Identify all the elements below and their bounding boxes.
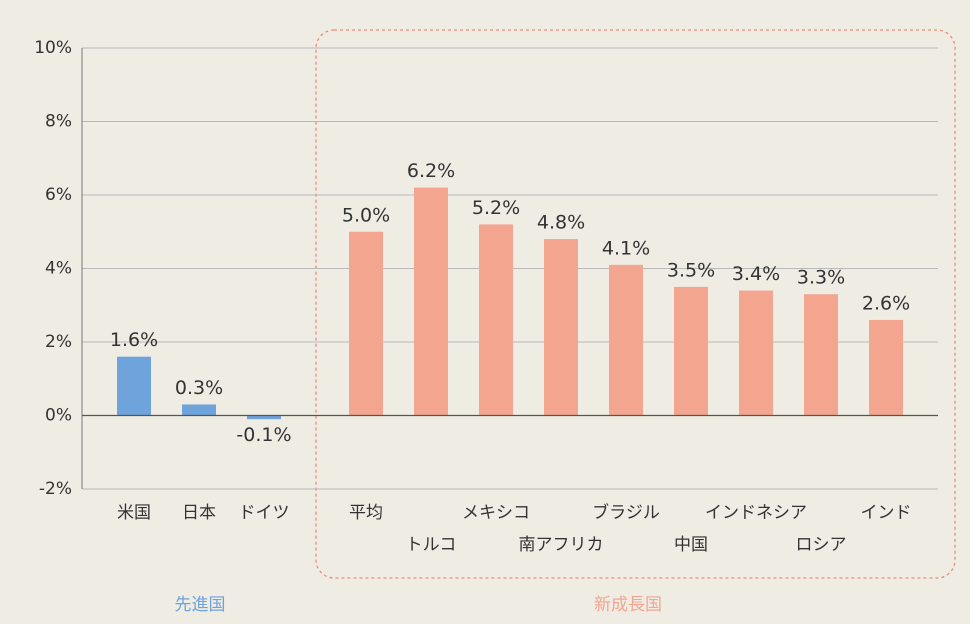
value-label: 4.8%	[537, 212, 585, 234]
bar	[674, 286, 708, 416]
y-tick-label: 0%	[45, 406, 72, 426]
bar	[739, 290, 773, 416]
y-tick-label: 10%	[34, 38, 72, 58]
x-tick-label: 米国	[117, 503, 151, 523]
x-tick-label: ドイツ	[239, 503, 290, 523]
value-label: 4.1%	[602, 237, 650, 259]
value-label: -0.1%	[236, 424, 291, 446]
bar	[479, 224, 513, 416]
x-tick-label: トルコ	[406, 535, 457, 555]
group-label: 先進国	[175, 595, 226, 615]
y-tick-label: 4%	[45, 259, 72, 279]
value-label: 1.6%	[110, 329, 158, 351]
value-label: 5.0%	[342, 204, 390, 226]
y-tick-label: 8%	[45, 112, 72, 132]
y-tick-label: 6%	[45, 185, 72, 205]
value-label: 3.5%	[667, 259, 715, 281]
value-label: 0.3%	[175, 377, 223, 399]
value-label: 6.2%	[407, 160, 455, 182]
bar	[414, 187, 448, 416]
x-tick-label: 中国	[674, 535, 708, 555]
x-tick-label: インドネシア	[705, 503, 807, 523]
bar	[349, 231, 383, 416]
value-label: 3.3%	[797, 267, 845, 289]
x-tick-label: ロシア	[796, 535, 847, 555]
x-tick-label: メキシコ	[462, 503, 530, 523]
bar	[182, 404, 216, 416]
x-tick-label: インド	[861, 503, 912, 523]
x-tick-label: 平均	[349, 503, 383, 523]
value-label: 3.4%	[732, 263, 780, 285]
bar	[609, 264, 643, 416]
group-frame	[315, 29, 956, 579]
value-label: 5.2%	[472, 197, 520, 219]
x-tick-label: 日本	[182, 503, 216, 523]
bar	[117, 356, 151, 416]
bar	[544, 239, 578, 416]
x-tick-label: ブラジル	[592, 502, 660, 523]
x-tick-label: 南アフリカ	[519, 535, 604, 555]
y-tick-label: -2%	[39, 479, 72, 499]
bar	[247, 415, 281, 420]
value-label: 2.6%	[862, 292, 910, 314]
group-label: 新成長国	[594, 595, 662, 615]
bar	[869, 319, 903, 416]
bar	[804, 294, 838, 416]
y-tick-label: 2%	[45, 332, 72, 352]
